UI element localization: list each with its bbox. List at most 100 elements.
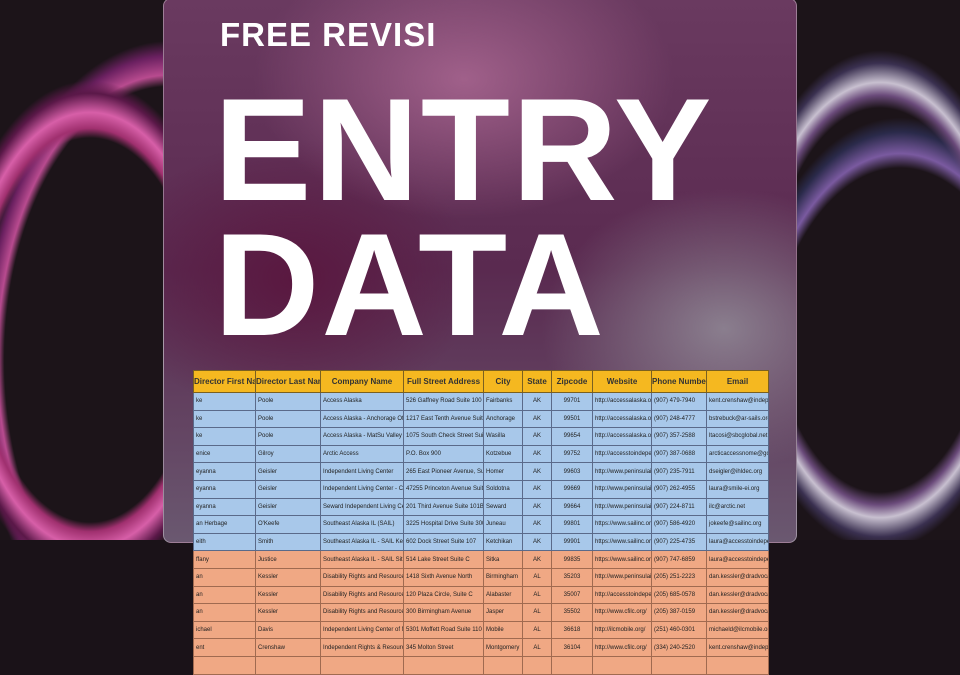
table-row: ent Crenshaw Independent Rights & Resource… bbox=[193, 638, 769, 657]
table-cell: Geisler bbox=[255, 462, 321, 481]
column-header: Company Name bbox=[320, 370, 404, 393]
table-cell: laura@accesstoindepen bbox=[706, 550, 769, 569]
table-cell: http://accessalaska.org/ bbox=[592, 427, 652, 446]
table-cell: AK bbox=[522, 409, 552, 429]
table-cell: AL bbox=[522, 567, 552, 587]
table-cell: an bbox=[193, 585, 256, 605]
table-cell: 5301 Moffett Road Suite 110 bbox=[403, 620, 484, 640]
table-cell: 99835 bbox=[551, 550, 593, 569]
table-cell bbox=[403, 655, 484, 675]
free-revisi-heading: FREE REVISI bbox=[220, 16, 437, 53]
table-cell: (205) 251-2223 bbox=[651, 567, 707, 587]
table-cell: 602 Dock Street Suite 107 bbox=[403, 532, 484, 552]
table-cell bbox=[255, 655, 321, 675]
table-cell: eyanna bbox=[193, 462, 256, 481]
table-cell: (907) 586-4920 bbox=[651, 515, 707, 534]
table-cell: an bbox=[193, 603, 256, 622]
table-cell: ke bbox=[193, 409, 256, 429]
table-row bbox=[193, 655, 769, 675]
table-cell: Access Alaska bbox=[320, 392, 404, 411]
table-cell: AL bbox=[522, 620, 552, 640]
table-cell: Access Alaska - MatSu Valley Office bbox=[320, 427, 404, 446]
table-row: an Herbage O'Keefe Southeast Alaska IL (SA… bbox=[193, 515, 769, 534]
table-cell: Kessler bbox=[255, 603, 321, 622]
table-cell: Independent Living Center bbox=[320, 462, 404, 481]
table-cell: (907) 224-8711 bbox=[651, 497, 707, 517]
table-cell: Fairbanks bbox=[483, 392, 523, 411]
table-cell: Kotzebue bbox=[483, 444, 523, 464]
table-cell: Juneau bbox=[483, 515, 523, 534]
table-cell: Kessler bbox=[255, 585, 321, 605]
table-cell: Anchorage bbox=[483, 409, 523, 429]
table-cell: dseigler@ihldec.org bbox=[706, 462, 769, 481]
table-row: enice Gilroy Arctic Access P.O. Box 900 Kotz… bbox=[193, 444, 769, 464]
table-cell: AK bbox=[522, 444, 552, 464]
table-cell: kent.crenshaw@indepe bbox=[706, 638, 769, 657]
table-cell: 265 East Pioneer Avenue, Suite 201 bbox=[403, 462, 484, 481]
table-cell: Davis bbox=[255, 620, 321, 640]
table-row: eyanna Geisler Seward Independent Living C… bbox=[193, 497, 769, 517]
table-cell: https://www.sailinc.org/ bbox=[592, 532, 652, 552]
table-cell: 99901 bbox=[551, 532, 593, 552]
table-cell: Sitka bbox=[483, 550, 523, 569]
table-cell: Disability Rights and Resources - bbox=[320, 603, 404, 622]
table-cell: http://www.cfilc.org/ bbox=[592, 603, 652, 622]
table-cell: Independent Living Center of Mobile bbox=[320, 620, 404, 640]
table-cell: 99752 bbox=[551, 444, 593, 464]
table-cell: Crenshaw bbox=[255, 638, 321, 657]
table-cell: Seward bbox=[483, 497, 523, 517]
table-cell: eyanna bbox=[193, 497, 256, 517]
table-cell: (907) 357-2588 bbox=[651, 427, 707, 446]
table-cell: AL bbox=[522, 603, 552, 622]
table-cell: Gilroy bbox=[255, 444, 321, 464]
table-row: ke Poole Access Alaska 526 Gaffney Road Sui… bbox=[193, 392, 769, 411]
table-cell: Geisler bbox=[255, 497, 321, 517]
table-cell: https://www.sailinc.org/ bbox=[592, 515, 652, 534]
table-cell: kent.crenshaw@indepe bbox=[706, 392, 769, 411]
table-cell: 99701 bbox=[551, 392, 593, 411]
table-cell: Jasper bbox=[483, 603, 523, 622]
table-row: eyanna Geisler Independent Living Center 26… bbox=[193, 462, 769, 481]
table-cell: eyanna bbox=[193, 479, 256, 499]
table-cell: laura@smile-ei.org bbox=[706, 479, 769, 499]
table-cell: AL bbox=[522, 585, 552, 605]
table-cell: 35502 bbox=[551, 603, 593, 622]
table-row: eyanna Geisler Independent Living Center -… bbox=[193, 479, 769, 499]
table-cell: http://www.cfilc.org/ bbox=[592, 638, 652, 657]
table-cell: (907) 479-7940 bbox=[651, 392, 707, 411]
table-cell: ent bbox=[193, 638, 256, 657]
column-header: Phone Number bbox=[651, 370, 707, 393]
table-cell: Independent Rights & Resources bbox=[320, 638, 404, 657]
column-header: Zipcode bbox=[551, 370, 593, 393]
table-cell bbox=[706, 655, 769, 675]
table-cell: 36618 bbox=[551, 620, 593, 640]
table-cell: Seward Independent Living Center bbox=[320, 497, 404, 517]
table-header-row: Director First NameDirector Last NameCom… bbox=[193, 370, 769, 393]
table-cell: Access Alaska - Anchorage Office bbox=[320, 409, 404, 429]
table-cell: (251) 460-0301 bbox=[651, 620, 707, 640]
table-cell: Disability Rights and Resources - bbox=[320, 585, 404, 605]
table-cell: dan.kessler@dradvocat bbox=[706, 585, 769, 605]
table-cell: Southeast Alaska IL - SAIL Ketchikan bbox=[320, 532, 404, 552]
table-cell: 99669 bbox=[551, 479, 593, 499]
table-cell: Montgomery bbox=[483, 638, 523, 657]
table-cell: ke bbox=[193, 427, 256, 446]
table-cell: 99801 bbox=[551, 515, 593, 534]
table-cell: Smith bbox=[255, 532, 321, 552]
table-cell bbox=[651, 655, 707, 675]
table-cell: 1075 South Check Street Suite 109 bbox=[403, 427, 484, 446]
table-cell: http://ilcmobile.org/ bbox=[592, 620, 652, 640]
table-cell: Justice bbox=[255, 550, 321, 569]
table-cell: http://accesstoindepend bbox=[592, 585, 652, 605]
table-cell: ichael bbox=[193, 620, 256, 640]
table-cell: 1418 Sixth Avenue North bbox=[403, 567, 484, 587]
column-header: Email bbox=[706, 370, 769, 393]
column-header: Director First Name bbox=[193, 370, 256, 393]
table-cell bbox=[551, 655, 593, 675]
table-cell: (907) 225-4735 bbox=[651, 532, 707, 552]
table-cell: Wasilla bbox=[483, 427, 523, 446]
table-cell: 345 Molton Street bbox=[403, 638, 484, 657]
table-cell: 35007 bbox=[551, 585, 593, 605]
